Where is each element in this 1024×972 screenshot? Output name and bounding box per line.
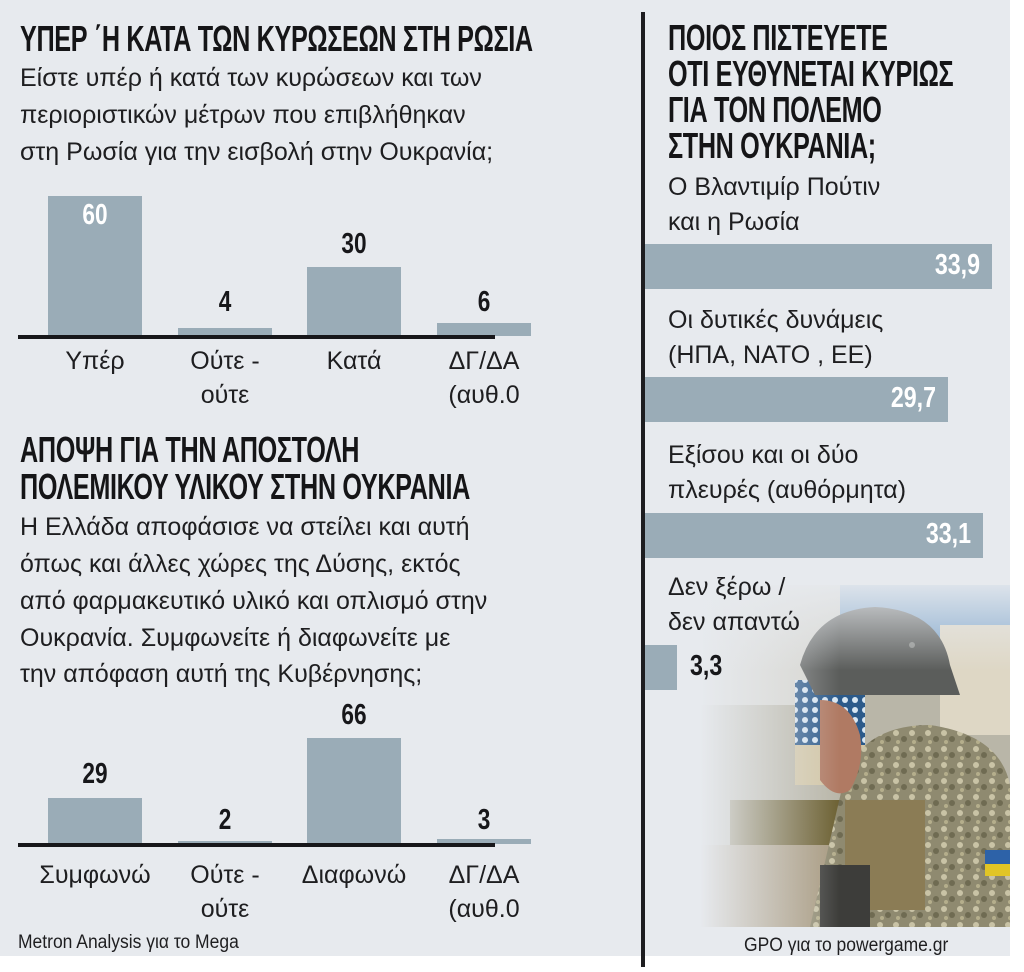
bar-oute-oute bbox=[178, 841, 272, 844]
bar-yper bbox=[48, 196, 142, 336]
answer-label: πλευρές (αυθόρμητα) bbox=[668, 476, 907, 504]
bar-kata bbox=[307, 267, 401, 336]
title-line: ΑΠΟΨΗ ΓΙΑ ΤΗΝ ΑΠΟΣΤΟΛΗ bbox=[20, 429, 360, 470]
answer-label: Δεν ξέρω / bbox=[668, 573, 786, 601]
bar-value: 33,9 bbox=[934, 249, 980, 281]
bar-value: 3,3 bbox=[690, 650, 723, 682]
soldier-photo bbox=[700, 585, 1010, 927]
category-label: Συμφωνώ bbox=[39, 861, 151, 889]
column-divider bbox=[641, 12, 645, 967]
category-label: Υπέρ bbox=[65, 347, 125, 375]
bar-diafono bbox=[307, 738, 401, 844]
bar-value: 4 bbox=[218, 286, 232, 318]
title-line: ΣΤΗΝ ΟΥΚΡΑΝΙΑ; bbox=[668, 125, 876, 166]
category-label: ούτε bbox=[200, 895, 250, 923]
bar-dg-da bbox=[437, 839, 531, 844]
chart1-title: ΥΠΕΡ ΄Η ΚΑΤΑ ΤΩΝ ΚΥΡΩΣΕΩΝ ΣΤΗ ΡΩΣΙΑ bbox=[20, 18, 533, 59]
bar-putin-russia bbox=[645, 244, 992, 289]
answer-label: Εξίσου και οι δύο bbox=[668, 441, 859, 469]
category-label: ΔΓ/ΔΑ bbox=[448, 861, 520, 889]
category-label: (αυθ.0 bbox=[448, 381, 520, 409]
title-line: ΠΟΙΟΣ ΠΙΣΤΕΥΕΤΕ bbox=[668, 17, 888, 58]
bar-value: 29,7 bbox=[890, 382, 936, 414]
question-line: Ουκρανία. Συμφωνείτε ή διαφωνείτε με bbox=[20, 624, 451, 652]
bar-western-powers bbox=[645, 377, 948, 422]
title-line: ΓΙΑ ΤΟΝ ΠΟΛΕΜΟ bbox=[668, 89, 882, 130]
bar-value: 2 bbox=[218, 804, 232, 836]
category-label: ΔΓ/ΔΑ bbox=[448, 347, 520, 375]
category-label: (αυθ.0 bbox=[448, 895, 520, 923]
bar-both-sides bbox=[645, 513, 983, 558]
bar-value: 6 bbox=[477, 286, 491, 318]
answer-label: δεν απαντώ bbox=[668, 608, 800, 636]
bar-dg-da bbox=[437, 323, 531, 336]
x-axis bbox=[18, 335, 495, 339]
answer-label: (ΗΠΑ, ΝΑΤΟ , ΕΕ) bbox=[668, 341, 873, 369]
answer-label: Οι δυτικές δυνάμεις bbox=[668, 306, 884, 334]
answer-label: και η Ρωσία bbox=[668, 208, 800, 236]
question-line: από φαρμακευτικό υλικό και οπλισμό στην bbox=[20, 587, 488, 615]
bar-value: 29 bbox=[82, 758, 108, 790]
question-line: Η Ελλάδα αποφάσισε να στείλει και αυτή bbox=[20, 513, 470, 541]
category-label: ούτε bbox=[200, 381, 250, 409]
bar-dont-know bbox=[645, 645, 677, 690]
source-gpo: GPO για το powergame.gr bbox=[744, 935, 949, 956]
bar-value: 30 bbox=[341, 228, 367, 260]
question-line: την απόφαση αυτή της Κυβέρνησης; bbox=[20, 660, 423, 688]
category-label: Κατά bbox=[326, 347, 382, 375]
title-line: ΟΤΙ ΕΥΘΥΝΕΤΑΙ ΚΥΡΙΩΣ bbox=[668, 53, 954, 94]
bar-oute-oute bbox=[178, 328, 272, 336]
question-line: Είστε υπέρ ή κατά των κυρώσεων και των bbox=[20, 64, 482, 92]
bar-symfono bbox=[48, 798, 142, 844]
category-label: Ούτε - bbox=[190, 347, 260, 375]
bar-value: 60 bbox=[82, 199, 108, 231]
question-line: στη Ρωσία για την εισβολή στην Ουκρανία; bbox=[20, 138, 494, 166]
title-line: ΠΟΛΕΜΙΚΟΥ ΥΛΙΚΟΥ ΣΤΗΝ ΟΥΚΡΑΝΙΑ bbox=[20, 466, 470, 507]
category-label: Ούτε - bbox=[190, 861, 260, 889]
category-label: Διαφωνώ bbox=[301, 861, 407, 889]
x-axis bbox=[18, 843, 495, 847]
bar-value: 66 bbox=[341, 699, 367, 731]
question-line: περιοριστικών μέτρων που επιβλήθηκαν bbox=[20, 101, 466, 129]
question-line: όπως και άλλες χώρες της Δύσης, εκτός bbox=[20, 550, 461, 578]
bar-value: 3 bbox=[477, 804, 491, 836]
source-metron: Metron Analysis για το Mega bbox=[18, 932, 239, 953]
bar-value: 33,1 bbox=[925, 518, 971, 550]
answer-label: Ο Βλαντιμίρ Πούτιν bbox=[668, 173, 881, 201]
